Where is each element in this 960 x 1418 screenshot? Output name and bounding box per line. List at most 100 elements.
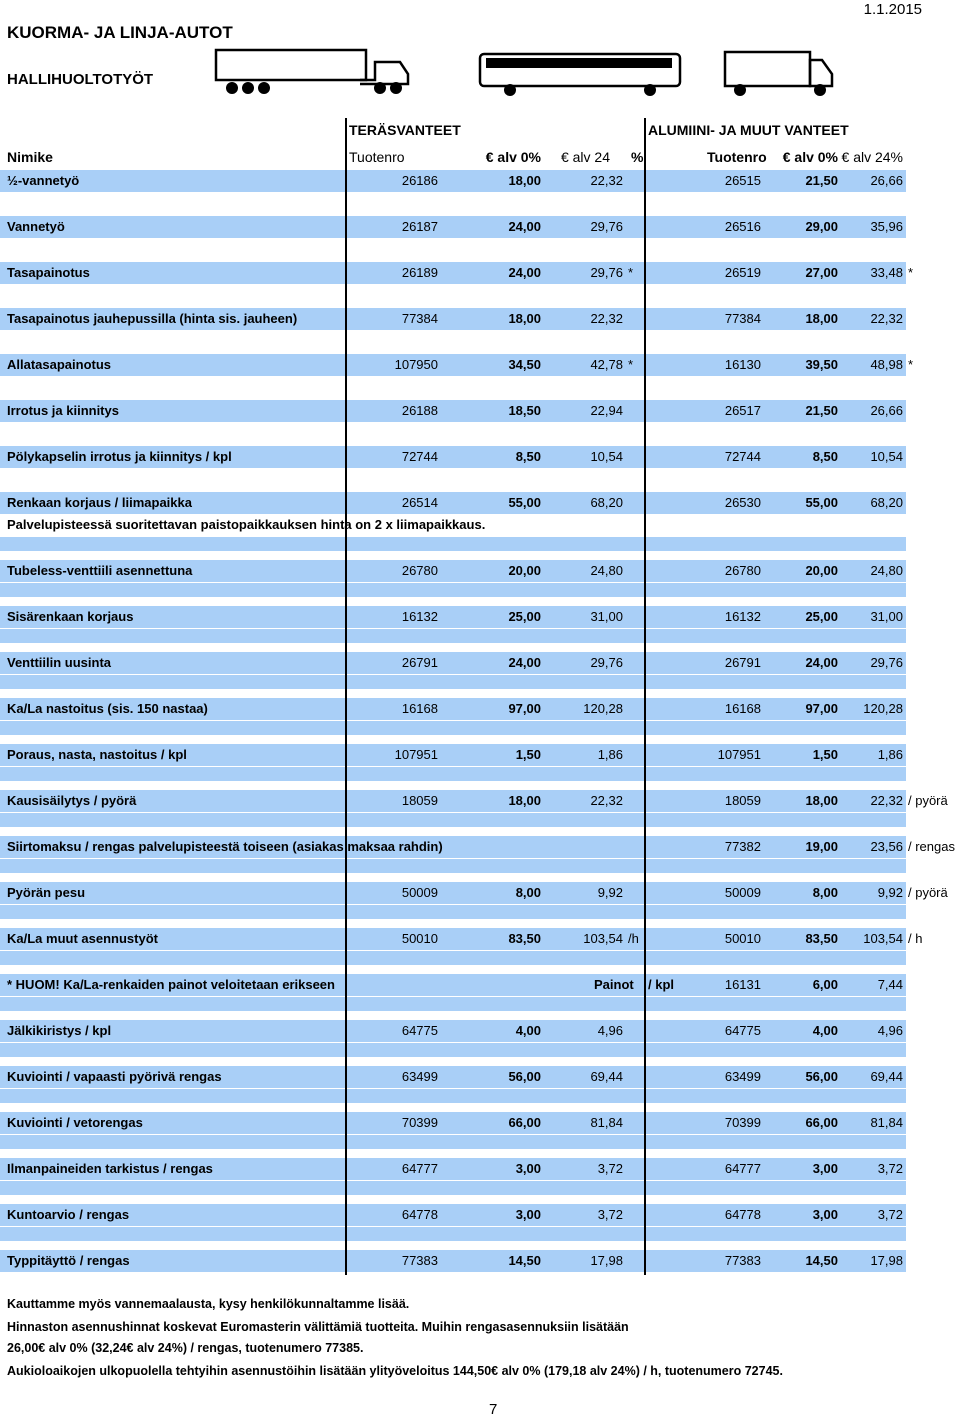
price: 10,54 xyxy=(590,449,623,464)
price: 55,00 xyxy=(508,495,541,510)
product-number: 64778 xyxy=(724,1207,761,1222)
product-number: 26515 xyxy=(724,173,761,188)
column-header: € alv 0% xyxy=(782,149,838,165)
row-band xyxy=(0,1089,906,1103)
price: 8,00 xyxy=(515,885,541,900)
price: 22,32 xyxy=(590,793,623,808)
product-number: 70399 xyxy=(724,1115,761,1130)
price: 8,50 xyxy=(812,449,838,464)
price: 33,48 xyxy=(870,265,903,280)
price-unit: * xyxy=(628,265,634,280)
price: 22,32 xyxy=(590,173,623,188)
price: 6,00 xyxy=(812,977,838,992)
item-name: Tasapainotus xyxy=(7,265,90,280)
item-name: Pyörän pesu xyxy=(7,885,86,900)
price: 17,98 xyxy=(870,1253,903,1268)
product-number: 26516 xyxy=(724,219,761,234)
product-number: 77383 xyxy=(724,1253,761,1268)
price: 24,00 xyxy=(508,655,541,670)
row-band xyxy=(0,1135,906,1149)
product-number: 77382 xyxy=(724,839,761,854)
price: 55,00 xyxy=(805,495,838,510)
item-name: Allatasapainotus xyxy=(7,357,112,372)
product-number: 26791 xyxy=(401,655,438,670)
price: 81,84 xyxy=(870,1115,903,1130)
price: 18,00 xyxy=(508,173,541,188)
price: 21,50 xyxy=(805,173,838,188)
item-name: Poraus, nasta, nastoitus / kpl xyxy=(7,747,187,762)
price: 3,00 xyxy=(812,1207,838,1222)
footer-line: 26,00€ alv 0% (32,24€ alv 24%) / rengas,… xyxy=(7,1341,364,1355)
label-unit: / kpl xyxy=(648,977,675,992)
item-name: Tasapainotus jauhepussilla (hinta sis. j… xyxy=(7,311,298,326)
price: 26,66 xyxy=(870,173,903,188)
product-number: 77384 xyxy=(724,311,761,326)
price: 120,28 xyxy=(863,701,903,716)
row-band xyxy=(0,859,906,873)
row-band xyxy=(0,492,906,514)
row-band xyxy=(0,951,906,965)
item-name: Irrotus ja kiinnitys xyxy=(7,403,119,418)
product-number: 26530 xyxy=(724,495,761,510)
product-number: 72744 xyxy=(401,449,438,464)
footer-line: Hinnaston asennushinnat koskevat Euromas… xyxy=(7,1320,629,1334)
price: 29,00 xyxy=(805,219,838,234)
price: 1,50 xyxy=(515,747,541,762)
row-band xyxy=(0,744,906,766)
price-unit: / h xyxy=(908,931,923,946)
price: 26,66 xyxy=(870,403,903,418)
product-number: 16168 xyxy=(401,701,438,716)
column-header: Tuotenro xyxy=(349,149,405,165)
price: 4,00 xyxy=(812,1023,838,1038)
price: 29,76 xyxy=(590,655,623,670)
price: 24,00 xyxy=(805,655,838,670)
product-number: 107950 xyxy=(394,357,438,372)
price-unit: / pyörä xyxy=(908,793,948,808)
column-header: Nimike xyxy=(7,149,53,165)
price-unit: * xyxy=(908,357,914,372)
price: 69,44 xyxy=(590,1069,623,1084)
column-divider xyxy=(345,118,347,1275)
price: 3,72 xyxy=(597,1161,623,1176)
product-number: 16131 xyxy=(724,977,761,992)
price: 103,54 xyxy=(863,931,903,946)
product-number: 72744 xyxy=(724,449,761,464)
item-name: Kuntoarvio / rengas xyxy=(7,1207,130,1222)
price: 68,20 xyxy=(870,495,903,510)
row-band xyxy=(0,1158,906,1180)
item-name: Renkaan korjaus / liimapaikka xyxy=(7,495,192,510)
item-name: * HUOM! Ka/La-renkaiden painot veloiteta… xyxy=(7,977,335,992)
row-band xyxy=(0,446,906,468)
row-band xyxy=(0,1181,906,1195)
row-band xyxy=(0,790,906,812)
row-band xyxy=(0,537,906,551)
product-number: 26186 xyxy=(401,173,438,188)
group-header: ALUMIINI- JA MUUT VANTEET xyxy=(648,122,849,138)
price: 66,00 xyxy=(805,1115,838,1130)
row-band xyxy=(0,1112,906,1134)
column-header: Tuotenro xyxy=(707,149,767,165)
price: 24,00 xyxy=(508,265,541,280)
price: 29,76 xyxy=(870,655,903,670)
item-name: Venttiilin uusinta xyxy=(7,655,112,670)
product-number: 107951 xyxy=(717,747,761,762)
product-number: 50009 xyxy=(724,885,761,900)
price: 22,32 xyxy=(870,311,903,326)
row-band xyxy=(0,836,906,858)
item-name: ½-vannetyö xyxy=(7,173,80,188)
price: 83,50 xyxy=(508,931,541,946)
price: 31,00 xyxy=(870,609,903,624)
title: KUORMA- JA LINJA-AUTOT xyxy=(7,23,233,42)
row-band xyxy=(0,1204,906,1226)
group-header: TERÄSVANTEET xyxy=(349,122,461,138)
row-band xyxy=(0,262,906,284)
row-band xyxy=(0,308,906,330)
page-number: 7 xyxy=(489,1401,498,1418)
column-header: € alv 0% xyxy=(485,149,541,165)
row-band xyxy=(0,560,906,582)
product-number: 64775 xyxy=(724,1023,761,1038)
item-name: Siirtomaksu / rengas palvelupisteestä to… xyxy=(7,839,443,854)
product-number: 18059 xyxy=(724,793,761,808)
product-number: 63499 xyxy=(724,1069,761,1084)
note: Palvelupisteessä suoritettavan paistopai… xyxy=(7,517,486,532)
